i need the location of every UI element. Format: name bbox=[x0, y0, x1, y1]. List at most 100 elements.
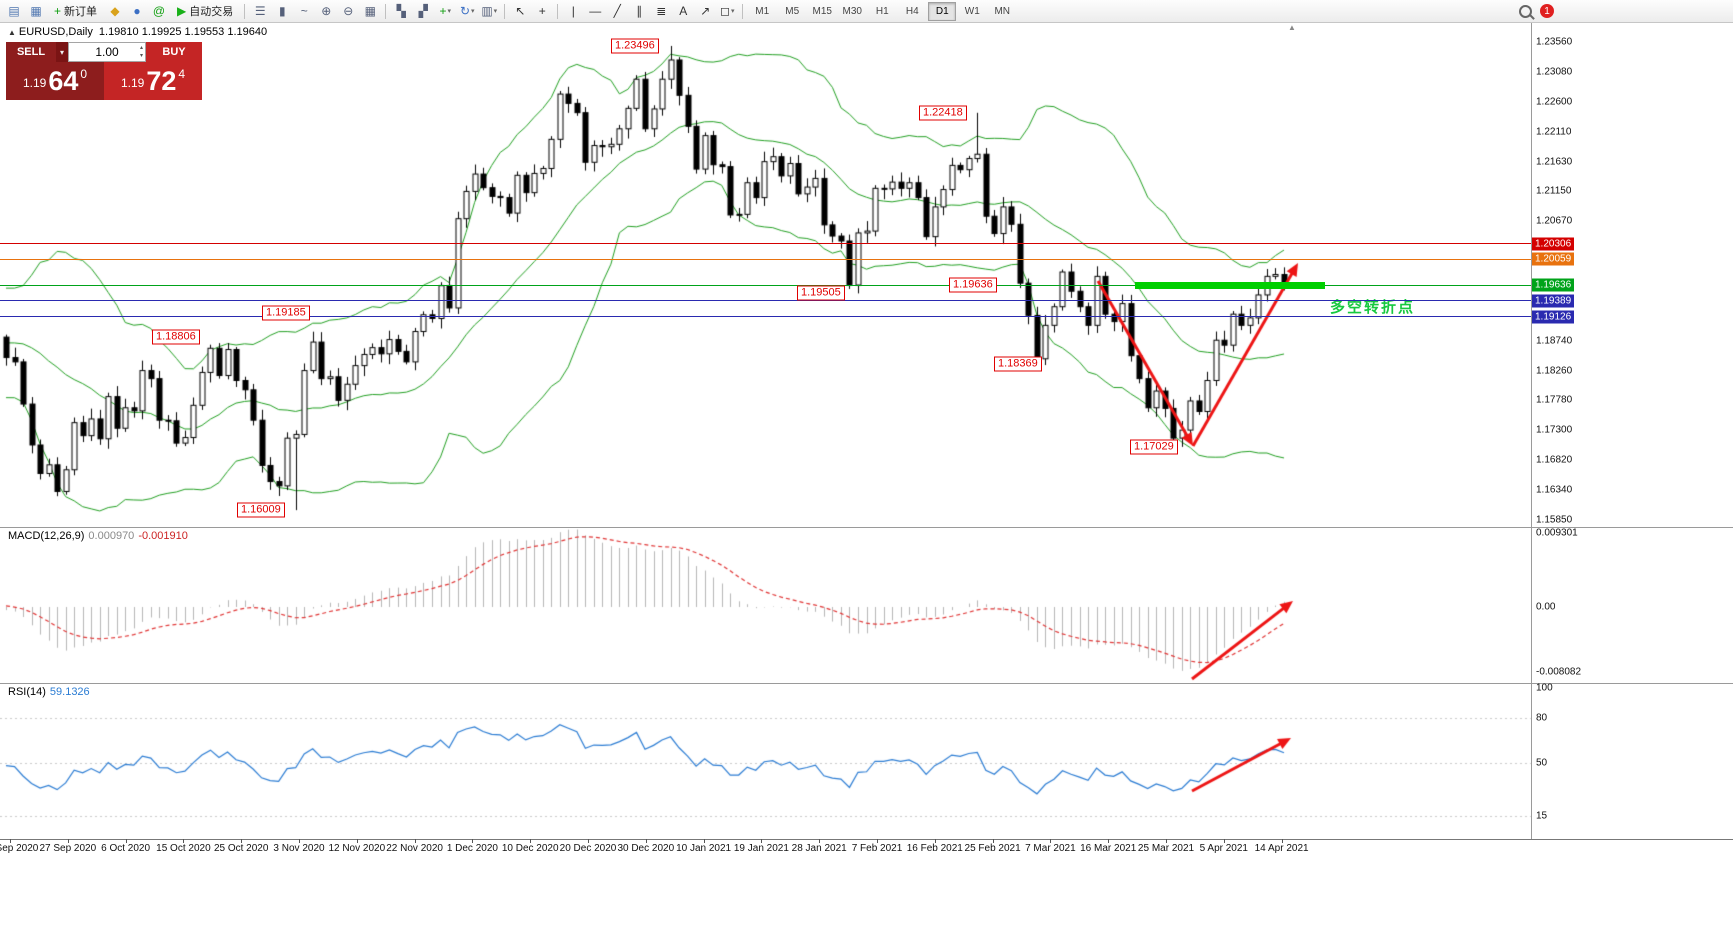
ask-prefix: 1.19 bbox=[120, 76, 145, 90]
trade-dropdown-caret[interactable]: ▾ bbox=[56, 42, 68, 62]
buy-price-button[interactable]: 1.19 72 4 bbox=[104, 62, 202, 100]
tile-windows-icon-glyph: ▦ bbox=[364, 4, 376, 18]
line-chart-type-icon-glyph: ~ bbox=[300, 4, 308, 18]
accounts-icon-glyph: ● bbox=[133, 4, 141, 18]
text-tool-icon-glyph: A bbox=[679, 4, 688, 18]
add-indicator-icon-glyph: + bbox=[439, 4, 447, 18]
arrow-tool-icon[interactable]: ↗ bbox=[695, 2, 715, 20]
volume-down-icon[interactable]: ▾ bbox=[139, 53, 143, 59]
shapes-icon-glyph: ◻ bbox=[720, 4, 730, 18]
sell-button[interactable]: SELL bbox=[6, 42, 56, 62]
zoom-in-icon-glyph: ⊕ bbox=[321, 4, 332, 18]
arrange-horizontal-icon[interactable]: ▚ bbox=[391, 2, 411, 20]
text-tool-icon[interactable]: A bbox=[673, 2, 693, 20]
timeframe-d1[interactable]: D1 bbox=[928, 1, 957, 21]
trendline-icon-glyph: ╱ bbox=[613, 4, 621, 18]
fibonacci-icon[interactable]: ≣ bbox=[651, 2, 671, 20]
bid-pipette: 0 bbox=[80, 67, 88, 81]
line-chart-type-icon[interactable]: ~ bbox=[294, 2, 314, 20]
add-indicator-icon[interactable]: + ▾ bbox=[435, 2, 455, 20]
timeframe-m30[interactable]: M30 bbox=[842, 5, 862, 17]
vertical-line-icon-glyph: | bbox=[571, 4, 575, 18]
profiles-icon[interactable]: ▦ bbox=[26, 2, 46, 20]
accounts-icon[interactable]: ● bbox=[127, 2, 147, 20]
zoom-out-icon[interactable]: ⊖ bbox=[338, 2, 358, 20]
autotrading-button-glyph: ▶ bbox=[177, 4, 187, 18]
arrange-horizontal-icon-glyph: ▚ bbox=[396, 4, 406, 18]
timeframe-m1[interactable]: M1 bbox=[755, 5, 770, 17]
cursor-icon-glyph: ↖ bbox=[515, 4, 526, 18]
new-order-button[interactable]: + 新订单 bbox=[48, 2, 103, 20]
volume-stepper[interactable]: ▴ ▾ bbox=[140, 44, 143, 60]
fibonacci-icon-glyph: ≣ bbox=[656, 4, 667, 18]
volume-input[interactable]: 1.00 ▴ ▾ bbox=[68, 42, 146, 62]
add-indicator-icon-caret: ▾ bbox=[447, 8, 452, 15]
zoom-in-icon[interactable]: ⊕ bbox=[316, 2, 336, 20]
timeframe-h4[interactable]: H4 bbox=[905, 5, 919, 17]
chart-shift-icon[interactable]: ▥ ▾ bbox=[479, 2, 499, 20]
chart-shift-icon-caret: ▾ bbox=[493, 8, 498, 15]
volume-value: 1.00 bbox=[95, 45, 119, 59]
refresh-icon-glyph: ↻ bbox=[459, 4, 471, 18]
community-icon-glyph: @ bbox=[152, 4, 166, 18]
ask-pipette: 4 bbox=[178, 67, 186, 81]
autotrading-button[interactable]: ▶ 自动交易 bbox=[171, 2, 239, 20]
volume-up-icon[interactable]: ▴ bbox=[139, 45, 143, 51]
horizontal-line-icon-glyph: — bbox=[589, 4, 602, 18]
bar-chart-type-icon-glyph: ☰ bbox=[254, 4, 266, 18]
new-chart-icon[interactable]: ▤ bbox=[4, 2, 24, 20]
search-icon[interactable] bbox=[1516, 3, 1534, 19]
shapes-icon-caret: ▾ bbox=[730, 8, 735, 15]
bid-prefix: 1.19 bbox=[22, 76, 47, 90]
candle-chart-type-icon-glyph: ▮ bbox=[278, 4, 286, 18]
channel-icon[interactable]: ∥ bbox=[629, 2, 649, 20]
notification-badge[interactable]: 1 bbox=[1540, 4, 1554, 18]
toolbar-separator bbox=[244, 3, 246, 19]
autotrading-button-label: 自动交易 bbox=[189, 6, 234, 18]
trendline-icon[interactable]: ╱ bbox=[607, 2, 627, 20]
bid-big-digits: 64 bbox=[48, 66, 79, 96]
arrow-tool-icon-glyph: ↗ bbox=[700, 4, 711, 18]
new-chart-icon-glyph: ▤ bbox=[8, 4, 20, 18]
crosshair-icon[interactable]: + bbox=[532, 2, 552, 20]
expert-advisors-icon-glyph: ◆ bbox=[110, 4, 120, 18]
channel-icon-glyph: ∥ bbox=[636, 4, 643, 18]
vertical-line-icon[interactable]: | bbox=[563, 2, 583, 20]
horizontal-line-icon[interactable]: — bbox=[585, 2, 605, 20]
timeframe-h1[interactable]: H1 bbox=[875, 5, 889, 17]
timeframe-m5[interactable]: M5 bbox=[785, 5, 800, 17]
sell-price-button[interactable]: 1.19 64 0 bbox=[6, 62, 104, 100]
arrange-vertical-icon-glyph: ▞ bbox=[418, 4, 428, 18]
new-order-button-label: 新订单 bbox=[64, 6, 98, 18]
crosshair-icon-glyph: + bbox=[538, 4, 546, 18]
timeframe-m15[interactable]: M15 bbox=[812, 5, 832, 17]
profiles-icon-glyph: ▦ bbox=[30, 4, 42, 18]
community-icon[interactable]: @ bbox=[149, 2, 169, 20]
bar-chart-type-icon[interactable]: ☰ bbox=[250, 2, 270, 20]
shapes-icon[interactable]: ◻ ▾ bbox=[717, 2, 737, 20]
trade-widget-price-row: 1.19 64 0 1.19 72 4 bbox=[6, 62, 202, 100]
timeframe-mn[interactable]: MN bbox=[994, 5, 1011, 17]
search-lens-glyph bbox=[1518, 4, 1532, 18]
new-order-button-glyph: + bbox=[54, 4, 62, 18]
toolbar-separator bbox=[504, 3, 506, 19]
toolbar-items: ▤ ▦ + 新订单 ◆ ● @ ▶ 自动交易 ☰ ▮ ~ ⊕ ⊖ ▦ ▚ ▞ + ▾ ↻ ▾ ▥ ▾ ↖ + | — ╱ ∥ ≣ A ↗ ◻ ▾ M… bbox=[0, 0, 1733, 22]
chart-shift-icon-glyph: ▥ bbox=[481, 4, 493, 18]
toolbar-separator bbox=[385, 3, 387, 19]
expert-advisors-icon[interactable]: ◆ bbox=[105, 2, 125, 20]
toolbar-separator bbox=[557, 3, 559, 19]
refresh-icon-caret: ▾ bbox=[471, 8, 475, 15]
refresh-icon[interactable]: ↻ ▾ bbox=[457, 2, 477, 20]
toolbar-separator bbox=[742, 3, 744, 19]
trade-widget-top-row: SELL ▾ 1.00 ▴ ▾ BUY bbox=[6, 42, 202, 62]
arrange-vertical-icon[interactable]: ▞ bbox=[413, 2, 433, 20]
tile-windows-icon[interactable]: ▦ bbox=[360, 2, 380, 20]
cursor-icon[interactable]: ↖ bbox=[510, 2, 530, 20]
buy-button[interactable]: BUY bbox=[146, 42, 202, 62]
candle-chart-type-icon[interactable]: ▮ bbox=[272, 2, 292, 20]
zoom-out-icon-glyph: ⊖ bbox=[343, 4, 354, 18]
timeframe-w1[interactable]: W1 bbox=[964, 5, 980, 17]
one-click-trading-widget: SELL ▾ 1.00 ▴ ▾ BUY 1.19 64 0 1.19 72 4 bbox=[6, 42, 202, 100]
toolbar: ▤ ▦ + 新订单 ◆ ● @ ▶ 自动交易 ☰ ▮ ~ ⊕ ⊖ ▦ ▚ ▞ + ▾ ↻ ▾ ▥ ▾ ↖ + | — ╱ ∥ ≣ A ↗ ◻ ▾ M… bbox=[0, 0, 1733, 23]
